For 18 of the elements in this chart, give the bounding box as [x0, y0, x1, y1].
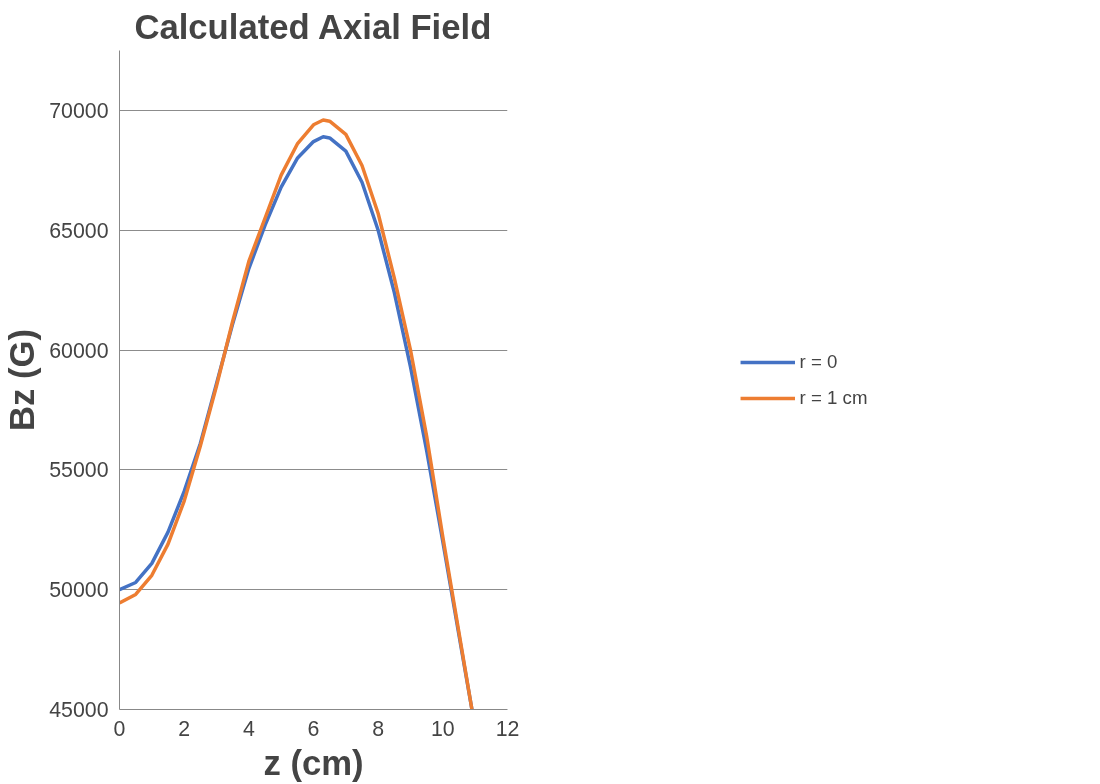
x-tick-label: 4: [242, 716, 255, 741]
y-tick-label: 50000: [49, 578, 109, 603]
x-tick-label: 8: [372, 716, 385, 741]
chart-title: Calculated Axial Field: [134, 7, 492, 46]
y-tick-label: 65000: [49, 218, 109, 243]
y-tick-label: 70000: [49, 98, 109, 123]
x-tick-label: 0: [113, 716, 126, 741]
x-tick-label: 6: [307, 716, 320, 741]
x-tick-label: 10: [430, 716, 455, 741]
x-tick-label: 2: [178, 716, 191, 741]
y-axis-title: Bz (G): [3, 328, 42, 432]
y-tick-label: 60000: [49, 338, 109, 363]
legend-label: r = 1 cm: [799, 386, 868, 409]
y-tick-label: 45000: [49, 698, 109, 722]
x-tick-label: 12: [495, 716, 520, 741]
legend-label: r = 0: [799, 350, 838, 373]
y-tick-label: 55000: [49, 458, 109, 483]
x-axis-title: z (cm): [263, 743, 364, 782]
